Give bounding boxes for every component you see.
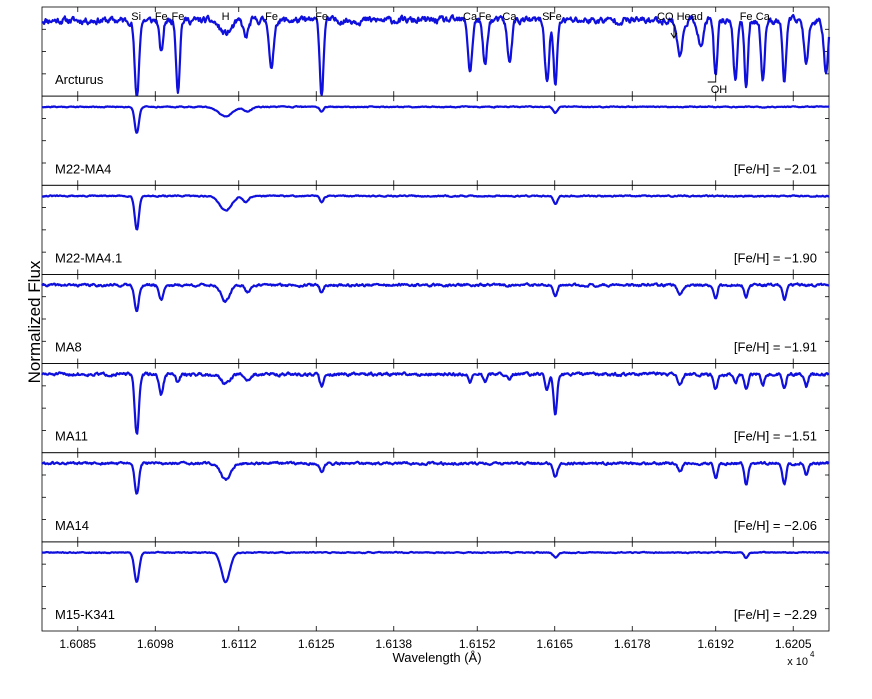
series-name: MA14 bbox=[55, 518, 89, 533]
series-name: M15-K341 bbox=[55, 607, 115, 622]
x-tick-label: 1.6205 bbox=[775, 637, 812, 651]
series-name: Arcturus bbox=[55, 72, 104, 87]
x-tick-label: 1.6178 bbox=[614, 637, 651, 651]
x-tick-label: 1.6165 bbox=[536, 637, 573, 651]
line-label: Fe bbox=[740, 11, 753, 23]
line-label: OH bbox=[711, 84, 728, 96]
spectrum-line bbox=[41, 13, 831, 97]
oh-marker bbox=[707, 69, 717, 83]
line-label: Fe bbox=[479, 11, 492, 23]
x-tick-label: 1.6112 bbox=[221, 637, 257, 651]
metallicity-label: [Fe/H] = −1.90 bbox=[734, 250, 817, 265]
panel-frame bbox=[41, 184, 830, 275]
co-arrow-head bbox=[670, 32, 678, 39]
x-tick-label: 1.6085 bbox=[59, 637, 96, 651]
x-axis: 1.6085 1.6098 1.6112 1.6125 1.6138 1.6152 1.61… bbox=[59, 637, 811, 651]
spectrum-line bbox=[41, 371, 830, 435]
series-name: M22-MA4 bbox=[55, 161, 111, 176]
line-label: CO Head bbox=[657, 11, 703, 23]
spectrum-line bbox=[41, 460, 830, 495]
series-name: MA8 bbox=[55, 340, 82, 355]
y-axis-label: Normalized Flux bbox=[25, 260, 44, 383]
line-label: Fe bbox=[155, 11, 168, 23]
line-label: Fe bbox=[549, 11, 562, 23]
x-tick-label: 1.6192 bbox=[697, 637, 734, 651]
x-tick-label: 1.6138 bbox=[375, 637, 412, 651]
series-name: M22-MA4.1 bbox=[55, 250, 122, 265]
spectrum-line bbox=[41, 105, 830, 134]
line-label: Fe bbox=[265, 11, 278, 23]
spectrum-line bbox=[41, 194, 830, 231]
x-multiplier: x 10 bbox=[787, 656, 808, 668]
metallicity-label: [Fe/H] = −2.01 bbox=[734, 161, 817, 176]
metallicity-label: [Fe/H] = −1.51 bbox=[734, 429, 817, 444]
spectrum-line bbox=[41, 282, 830, 313]
panel-7: M15-K341 [Fe/H] = −2.29 bbox=[41, 541, 830, 632]
line-label: Si bbox=[131, 11, 141, 23]
panel-frame bbox=[41, 95, 830, 186]
panel-3: M22-MA4.1 [Fe/H] = −1.90 bbox=[41, 184, 830, 275]
line-label: Ca bbox=[463, 11, 478, 23]
line-label: Fe bbox=[315, 11, 328, 23]
line-label: Ca bbox=[502, 11, 517, 23]
x-tick-label: 1.6098 bbox=[137, 637, 174, 651]
x-tick-label: 1.6125 bbox=[298, 637, 335, 651]
spectrum-line bbox=[41, 550, 830, 584]
line-label: Fe bbox=[172, 11, 185, 23]
line-label: H bbox=[222, 11, 230, 23]
metallicity-label: [Fe/H] = −2.29 bbox=[734, 607, 817, 622]
x-axis-label: Wavelength (Å) bbox=[392, 650, 481, 665]
line-label: Ca bbox=[756, 11, 771, 23]
x-tick-label: 1.6152 bbox=[459, 637, 496, 651]
x-multiplier-base: x 10 bbox=[787, 656, 808, 668]
panel-frame bbox=[41, 541, 830, 632]
panel-2: M22-MA4 [Fe/H] = −2.01 bbox=[41, 95, 830, 186]
series-name: MA11 bbox=[55, 429, 88, 444]
metallicity-label: [Fe/H] = −1.91 bbox=[734, 340, 817, 355]
panel-frame bbox=[41, 452, 830, 543]
panel-6: MA14 [Fe/H] = −2.06 bbox=[41, 452, 830, 543]
panel-5: MA11 [Fe/H] = −1.51 bbox=[41, 363, 830, 454]
metallicity-label: [Fe/H] = −2.06 bbox=[734, 518, 817, 533]
panel-4: MA8 [Fe/H] = −1.91 bbox=[41, 274, 830, 364]
x-multiplier-exponent: 4 bbox=[810, 650, 815, 659]
line-label: Si bbox=[542, 11, 552, 23]
